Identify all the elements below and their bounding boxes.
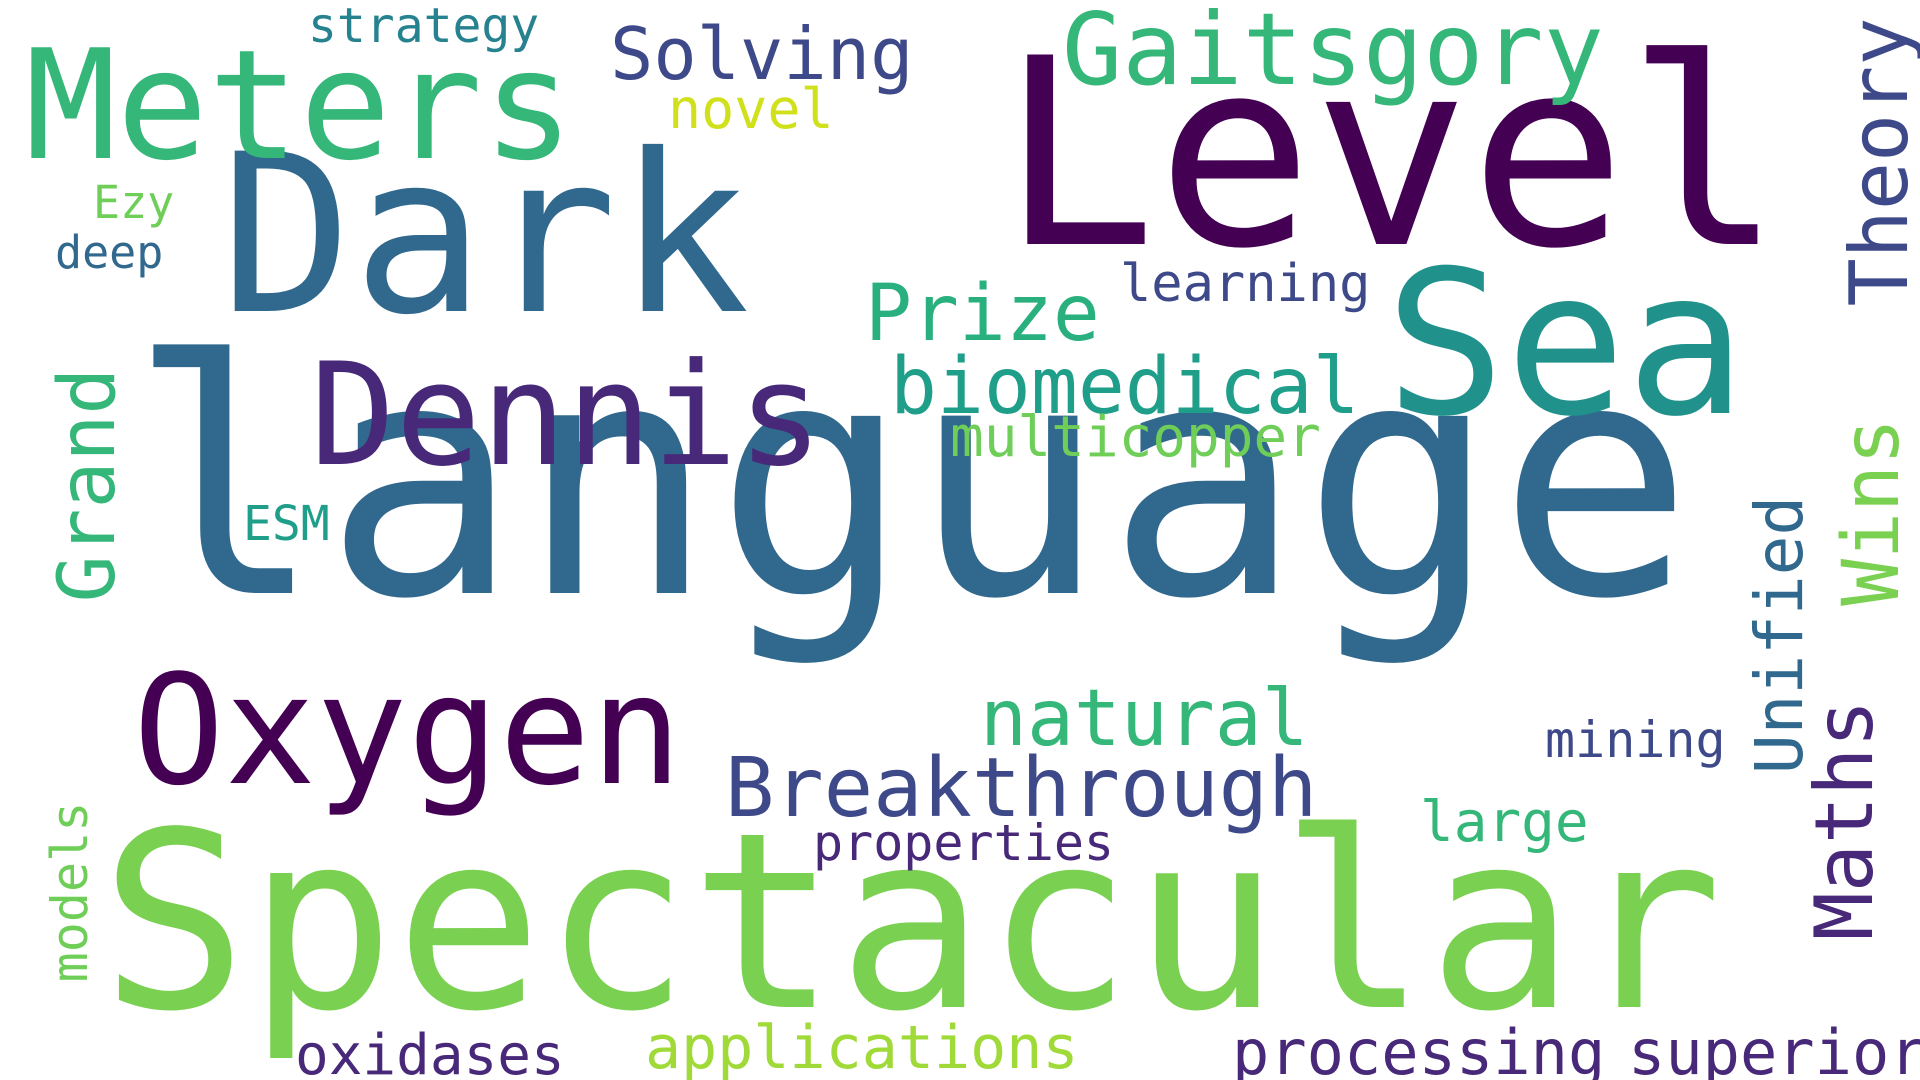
word-level: Level: [1000, 4, 1783, 306]
word-dennis: Dennis: [310, 333, 823, 498]
word-ezy: Ezy: [93, 176, 175, 229]
word-applications: applications: [645, 1013, 1079, 1080]
word-properties: properties: [813, 814, 1115, 872]
word-meters: Meters: [25, 17, 575, 194]
word-wins: Wins: [1827, 418, 1917, 606]
word-maths: Maths: [1798, 699, 1891, 941]
word-novel: novel: [668, 77, 834, 141]
word-natural: natural: [980, 674, 1309, 764]
word-solving: Solving: [610, 12, 914, 96]
word-superior: superior: [1628, 1016, 1920, 1080]
word-models: models: [41, 801, 99, 983]
word-breakthrough: Breakthrough: [725, 741, 1318, 836]
word-multicopper: multicopper: [950, 405, 1321, 470]
word-biomedical: biomedical: [890, 342, 1360, 432]
word-processing: processing: [1232, 1016, 1606, 1080]
word-grand: Grand: [43, 367, 133, 603]
word-esm: ESM: [243, 496, 330, 552]
word-theory: Theory: [1833, 17, 1920, 307]
word-learning: learning: [1120, 254, 1371, 314]
word-sea: Sea: [1385, 228, 1747, 461]
word-dark: Dark: [220, 107, 750, 363]
word-large: large: [1420, 790, 1589, 855]
word-spectacular: Spectacular: [100, 780, 1723, 1065]
word-oxygen: Oxygen: [133, 642, 683, 819]
word-oxidases: oxidases: [295, 1023, 565, 1080]
word-gaitsgory: Gaitsgory: [1062, 0, 1604, 108]
word-language: language: [128, 291, 1694, 670]
word-strategy: strategy: [308, 0, 540, 54]
word-deep: deep: [55, 226, 164, 279]
word-prize: Prize: [865, 269, 1100, 359]
word-mining: mining: [1545, 711, 1726, 769]
